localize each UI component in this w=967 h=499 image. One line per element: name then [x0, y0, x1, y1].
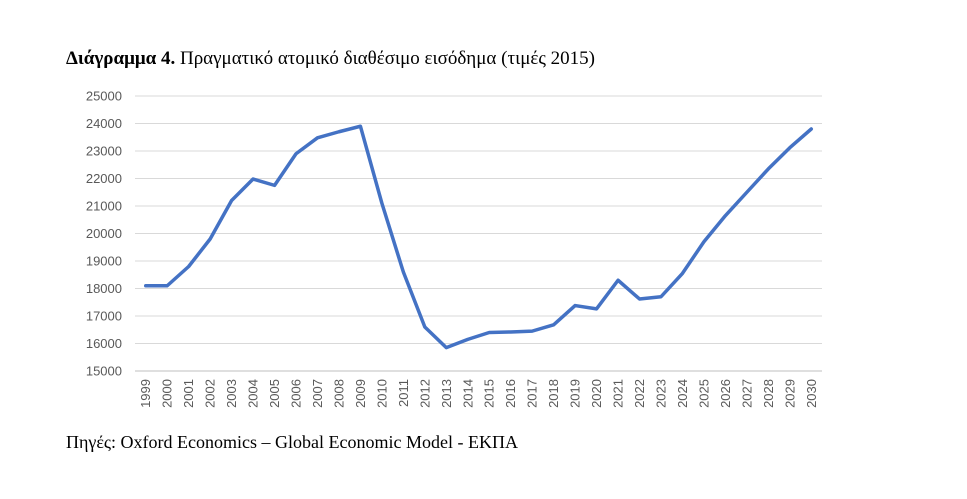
x-tick-label: 2012: [417, 379, 432, 408]
y-tick-label: 18000: [86, 281, 122, 296]
x-tick-label: 2026: [718, 379, 733, 408]
x-tick-label: 2023: [653, 379, 668, 408]
x-tick-label: 2019: [568, 379, 583, 408]
y-tick-label: 24000: [86, 116, 122, 131]
y-axis: 15000 16000 17000 18000 19000 20000 21000 22000…: [86, 89, 122, 379]
x-tick-label: 2006: [289, 379, 304, 408]
y-tick-label: 15000: [86, 364, 122, 379]
x-tick-label: 2010: [374, 379, 389, 408]
x-tick-label: 2005: [267, 379, 282, 408]
x-tick-label: 2000: [160, 379, 175, 408]
x-axis: 1999 2000 2001 2002 2003 2004 2005 2006 2007 2008…: [138, 379, 819, 408]
x-tick-label: 2002: [203, 379, 218, 408]
x-tick-label: 2027: [739, 379, 754, 408]
x-tick-label: 2011: [396, 379, 411, 407]
y-tick-label: 16000: [86, 336, 122, 351]
x-tick-label: 2025: [696, 379, 711, 408]
x-tick-label: 2029: [782, 379, 797, 408]
x-tick-label: 2004: [246, 379, 261, 408]
series-group: [143, 124, 814, 350]
x-tick-label: 2018: [546, 379, 561, 408]
gridlines: [135, 95, 822, 372]
y-tick-label: 21000: [86, 199, 122, 214]
x-tick-label: 2007: [310, 379, 325, 408]
x-tick-label: 2030: [804, 379, 819, 408]
x-tick-label: 2009: [353, 379, 368, 408]
chart-title-lead: Διάγραμμα 4.: [66, 48, 176, 69]
series-line: [143, 124, 814, 350]
y-tick-label: 25000: [86, 89, 122, 104]
x-tick-label: 2014: [460, 379, 475, 408]
x-tick-label: 2003: [224, 379, 239, 408]
y-tick-label: 19000: [86, 254, 122, 269]
x-tick-label: 2008: [331, 379, 346, 408]
y-tick-label: 23000: [86, 144, 122, 159]
source-note: Πηγές: Oxford Economics – Global Economi…: [66, 432, 518, 452]
x-tick-label: 2013: [439, 379, 454, 408]
x-tick-label: 2020: [589, 379, 604, 408]
x-tick-label: 2017: [525, 379, 540, 408]
y-tick-label: 20000: [86, 226, 122, 241]
x-tick-label: 2022: [632, 379, 647, 408]
y-tick-label: 22000: [86, 171, 122, 186]
x-tick-label: 2024: [675, 379, 690, 408]
chart-title: Διάγραμμα 4. Πραγματικό ατομικό διαθέσιμ…: [66, 48, 595, 70]
x-tick-label: 2028: [761, 379, 776, 408]
chart-title-text: Πραγματικό ατομικό διαθέσιμο εισόδημα (τ…: [175, 48, 595, 69]
x-tick-label: 2001: [181, 379, 196, 408]
y-tick-label: 17000: [86, 309, 122, 324]
x-tick-label: 2021: [611, 379, 626, 408]
x-tick-label: 2016: [503, 379, 518, 408]
x-tick-label: 2015: [482, 379, 497, 408]
x-tick-label: 1999: [138, 379, 153, 408]
